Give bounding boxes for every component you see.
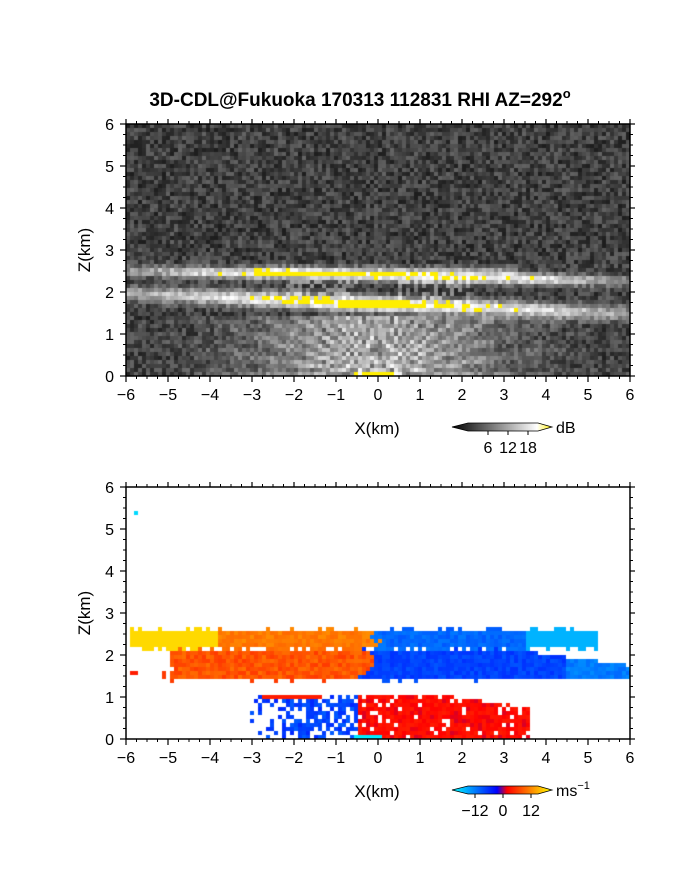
intensity-x-tick-label: 5 bbox=[584, 387, 593, 404]
intensity-x-tick-label: 3 bbox=[500, 387, 509, 404]
velocity-colorbar-tick-label: −12 bbox=[461, 803, 488, 820]
intensity-y-tick-label: 3 bbox=[105, 243, 114, 260]
intensity-x-tick-label: 2 bbox=[458, 387, 467, 404]
velocity-x-tick-label: −5 bbox=[159, 750, 177, 767]
velocity-axes: −6 −5 −4 −3 −2 −1 0 1 2 3 4 5 6 0 1 2 3 4 5 6 bbox=[105, 480, 635, 767]
velocity-x-tick-label: 5 bbox=[584, 750, 593, 767]
velocity-x-tick-label: 1 bbox=[416, 750, 425, 767]
intensity-x-tick-label: −6 bbox=[117, 387, 135, 404]
intensity-y-tick-label: 0 bbox=[105, 369, 114, 386]
chart-title: 3D-CDL@Fukuoka 170313 112831 RHI AZ=292o bbox=[149, 86, 570, 111]
velocity-colorbar-tick-label: 0 bbox=[499, 803, 508, 820]
velocity-y-tick-label: 2 bbox=[105, 648, 114, 665]
velocity-y-tick-label: 1 bbox=[105, 690, 114, 707]
intensity-colorbar-tick-label: 18 bbox=[519, 440, 537, 457]
intensity-heatmap bbox=[126, 124, 630, 376]
velocity-x-tick-label: −4 bbox=[201, 750, 219, 767]
intensity-y-axis-label: Z(km) bbox=[75, 228, 94, 272]
velocity-y-axis-label: Z(km) bbox=[75, 591, 94, 635]
velocity-y-tick-label: 0 bbox=[105, 732, 114, 749]
velocity-y-tick-label: 5 bbox=[105, 522, 114, 539]
intensity-colorbar-tick-label: 12 bbox=[499, 440, 517, 457]
intensity-y-tick-label: 5 bbox=[105, 159, 114, 176]
intensity-x-tick-label: 6 bbox=[626, 387, 635, 404]
intensity-x-tick-label: −2 bbox=[285, 387, 303, 404]
intensity-x-tick-label: 1 bbox=[416, 387, 425, 404]
velocity-x-tick-label: 2 bbox=[458, 750, 467, 767]
intensity-x-tick-label: −5 bbox=[159, 387, 177, 404]
velocity-y-tick-label: 4 bbox=[105, 564, 114, 581]
velocity-x-tick-label: 4 bbox=[542, 750, 551, 767]
intensity-y-tick-label: 1 bbox=[105, 327, 114, 344]
velocity-x-tick-label: −6 bbox=[117, 750, 135, 767]
intensity-x-tick-label: 4 bbox=[542, 387, 551, 404]
intensity-y-tick-label: 2 bbox=[105, 285, 114, 302]
velocity-colorbar-bar bbox=[451, 785, 554, 795]
intensity-x-tick-label: −4 bbox=[201, 387, 219, 404]
velocity-y-tick-label: 6 bbox=[105, 480, 114, 497]
velocity-heatmap bbox=[126, 487, 630, 739]
intensity-x-tick-label: −1 bbox=[327, 387, 345, 404]
intensity-x-tick-label: 0 bbox=[374, 387, 383, 404]
velocity-x-tick-label: −1 bbox=[327, 750, 345, 767]
velocity-colorbar-unit: ms−1 bbox=[556, 780, 590, 800]
intensity-colorbar-tick-label: 6 bbox=[484, 440, 493, 457]
velocity-x-tick-label: 6 bbox=[626, 750, 635, 767]
intensity-colorbar: 6 12 18 dB bbox=[451, 420, 576, 457]
intensity-axes: −6 −5 −4 −3 −2 −1 0 1 2 3 4 5 6 0 1 2 3 4 5 6 bbox=[105, 117, 635, 404]
velocity-x-tick-label: −2 bbox=[285, 750, 303, 767]
intensity-colorbar-bar bbox=[451, 422, 554, 432]
velocity-colorbar: −12 0 12 ms−1 bbox=[451, 780, 590, 820]
velocity-colorbar-tick-label: 12 bbox=[522, 803, 540, 820]
velocity-y-tick-label: 3 bbox=[105, 606, 114, 623]
intensity-colorbar-unit: dB bbox=[556, 420, 576, 437]
velocity-x-tick-label: 0 bbox=[374, 750, 383, 767]
intensity-x-tick-label: −3 bbox=[243, 387, 261, 404]
velocity-x-tick-label: 3 bbox=[500, 750, 509, 767]
intensity-y-tick-label: 6 bbox=[105, 117, 114, 134]
intensity-x-axis-label: X(km) bbox=[354, 419, 399, 438]
velocity-x-tick-label: −3 bbox=[243, 750, 261, 767]
velocity-x-axis-label: X(km) bbox=[354, 782, 399, 801]
velocity-heatmap-area bbox=[126, 487, 630, 739]
intensity-heatmap-area bbox=[126, 124, 630, 376]
intensity-y-tick-label: 4 bbox=[105, 201, 114, 218]
